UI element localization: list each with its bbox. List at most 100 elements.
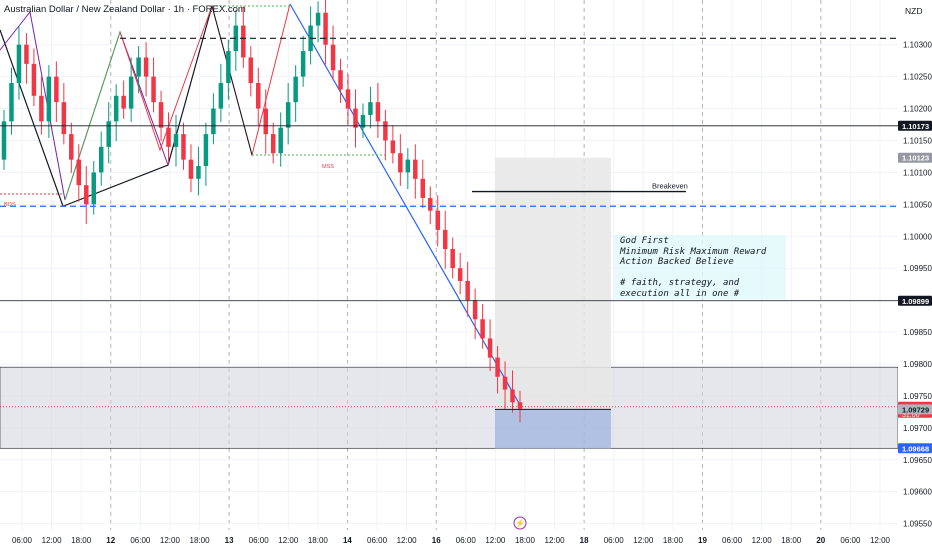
candle-body bbox=[442, 229, 448, 250]
price-label: 1.09668 bbox=[902, 444, 929, 453]
trade-note: God First Minimum Risk Maximum Reward Acti… bbox=[620, 236, 780, 299]
time-tick-label: 12:00 bbox=[870, 536, 891, 545]
price-tick-label: 1.09750 bbox=[903, 392, 932, 401]
misc-annotations: Breakeven BOS MSS bbox=[4, 164, 688, 208]
candle-body bbox=[136, 57, 141, 77]
candle-body bbox=[383, 121, 388, 141]
candle-body bbox=[502, 376, 508, 390]
time-tick-label: 12:00 bbox=[397, 536, 418, 545]
candle-body bbox=[54, 76, 59, 103]
candles bbox=[1, 0, 523, 423]
candle-body bbox=[368, 102, 373, 115]
candle-body bbox=[338, 70, 343, 90]
candle-body bbox=[61, 102, 67, 135]
time-tick-label: 06:00 bbox=[12, 536, 33, 545]
note-line: God First bbox=[620, 236, 669, 246]
currency-label: NZD bbox=[905, 6, 923, 16]
candle-body bbox=[495, 357, 500, 377]
symbol-title: Australian Dollar / New Zealand Dollar ·… bbox=[4, 4, 246, 15]
candle-body bbox=[457, 268, 463, 281]
candle-body bbox=[211, 108, 216, 135]
price-label-bg bbox=[898, 152, 932, 163]
candle-body bbox=[428, 197, 433, 211]
price-tick-label: 1.09800 bbox=[903, 360, 932, 369]
candle-body bbox=[248, 57, 254, 84]
price-tick-label: 1.10300 bbox=[903, 41, 932, 50]
candle-body bbox=[405, 159, 411, 173]
candle-body bbox=[158, 102, 164, 128]
candle-body bbox=[203, 134, 209, 167]
price-tick-label: 1.09850 bbox=[903, 328, 932, 337]
time-tick-label: 19 bbox=[698, 536, 707, 545]
candle-body bbox=[16, 44, 22, 84]
price-label: 1.10173 bbox=[902, 122, 929, 131]
candle-body bbox=[330, 44, 336, 71]
event-icon bbox=[513, 516, 527, 530]
candle-body bbox=[106, 121, 111, 147]
reward-box bbox=[495, 409, 611, 449]
candle-body bbox=[517, 402, 523, 409]
candle-body bbox=[293, 76, 298, 103]
time-tick-label: 16 bbox=[432, 536, 441, 545]
countdown-label: 31:06 bbox=[902, 412, 920, 419]
candle-body bbox=[46, 76, 52, 122]
price-tick-label: 1.09700 bbox=[903, 424, 932, 433]
time-tick-label: 14 bbox=[343, 536, 352, 545]
candle-body bbox=[1, 121, 7, 160]
price-tick-label: 1.10200 bbox=[903, 105, 932, 114]
time-tick-label: 18:00 bbox=[308, 536, 329, 545]
note-line: Minimum Risk Maximum Reward bbox=[620, 246, 767, 257]
price-label-bg bbox=[898, 120, 932, 131]
price-label: 1.09899 bbox=[902, 297, 929, 306]
time-tick-label: 06:00 bbox=[249, 536, 270, 545]
candle-body bbox=[480, 319, 485, 339]
price-tick-label: 1.10050 bbox=[903, 200, 932, 209]
candle-body bbox=[300, 51, 306, 77]
time-tick-label: 12 bbox=[106, 536, 115, 545]
candle-body bbox=[420, 178, 426, 198]
candle-body bbox=[218, 83, 224, 109]
candle-body bbox=[84, 185, 89, 205]
candle-body bbox=[226, 51, 231, 84]
time-tick-label: 06:00 bbox=[840, 536, 861, 545]
candle-body bbox=[196, 166, 201, 179]
time-tick-label: 12:00 bbox=[633, 536, 654, 545]
time-tick-label: 06:00 bbox=[130, 536, 151, 545]
price-axis-bg bbox=[898, 0, 932, 550]
candle-body bbox=[345, 89, 351, 109]
price-tick-label: 1.09950 bbox=[903, 264, 932, 273]
zones bbox=[0, 157, 899, 449]
price-label-bg bbox=[898, 443, 932, 454]
candle-body bbox=[166, 127, 171, 147]
time-tick-label: 06:00 bbox=[367, 536, 388, 545]
candle-body bbox=[91, 172, 96, 205]
price-axis[interactable]: 1.10300 1.10250 1.10200 1.10150 1.10100 1.100… bbox=[898, 0, 932, 550]
risk-box bbox=[495, 157, 611, 410]
candle-body bbox=[121, 95, 126, 109]
price-tick-label: 1.10000 bbox=[903, 232, 932, 241]
price-label-bg bbox=[898, 295, 932, 306]
swing-line-black-2 bbox=[211, 5, 253, 156]
note-line: # faith, strategy, and execution all in … bbox=[620, 278, 745, 299]
candle-body bbox=[256, 83, 261, 109]
candle-body bbox=[151, 76, 156, 103]
candle-body bbox=[353, 108, 358, 128]
candle-body bbox=[24, 44, 29, 64]
time-tick-label: 20 bbox=[816, 536, 825, 545]
candle-body bbox=[278, 127, 283, 154]
candle-body bbox=[285, 102, 291, 128]
price-label-bg bbox=[898, 404, 932, 415]
bos-label: BOS bbox=[4, 202, 16, 208]
candle-body bbox=[188, 159, 194, 179]
time-tick-label: 18:00 bbox=[515, 536, 536, 545]
time-tick-label: 12:00 bbox=[485, 536, 506, 545]
price-label: 1.10123 bbox=[902, 154, 929, 163]
time-tick-label: 18:00 bbox=[190, 536, 211, 545]
price-tick-label: 1.09550 bbox=[903, 520, 932, 529]
time-tick-label: 06:00 bbox=[456, 536, 477, 545]
time-axis[interactable]: 06:00 12:00 18:00 12 06:00 12:00 18:00 13 06:00 1… bbox=[0, 516, 932, 550]
demand-zone bbox=[0, 366, 899, 449]
time-tick-label: 12:00 bbox=[545, 536, 566, 545]
price-tick-label: 1.09650 bbox=[903, 456, 932, 465]
